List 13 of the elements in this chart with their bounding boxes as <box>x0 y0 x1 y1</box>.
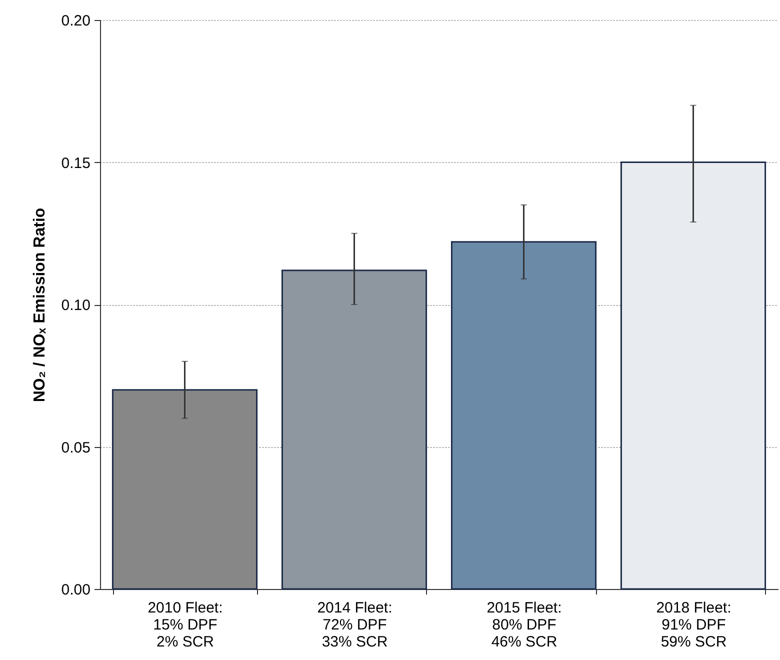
bar <box>281 270 428 590</box>
bar <box>620 162 766 590</box>
y-tick-label: 0.15 <box>61 154 90 172</box>
x-tick-label: 2015 Fleet: 80% DPF 46% SCR <box>486 600 562 650</box>
y-tick-label: 0.10 <box>61 297 90 314</box>
y-tick-label: 0.20 <box>61 12 90 30</box>
y-tick-label: 0.00 <box>61 582 90 598</box>
y-axis-title: NO₂ / NOₓ Emission Ratio <box>31 208 48 402</box>
x-tick-label: 2018 Fleet: 91% DPF 59% SCR <box>656 600 732 650</box>
y-tick-label: 0.05 <box>61 439 90 456</box>
x-tick-label: 2010 Fleet: 15% DPF 2% SCR <box>148 600 223 650</box>
x-tick-label: 2014 Fleet: 72% DPF 33% SCR <box>317 600 392 650</box>
bar <box>450 241 597 590</box>
